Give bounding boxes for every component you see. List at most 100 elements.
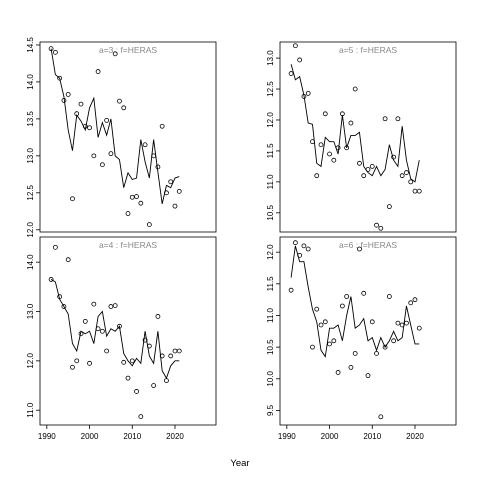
x-tick-label: 2020 bbox=[406, 432, 424, 441]
point bbox=[134, 194, 139, 199]
point bbox=[288, 287, 294, 293]
point bbox=[48, 46, 54, 52]
line bbox=[50, 48, 180, 205]
point bbox=[151, 153, 157, 159]
point bbox=[155, 164, 161, 170]
point bbox=[108, 151, 114, 157]
point bbox=[151, 383, 157, 388]
x-tick-label: 2010 bbox=[363, 432, 381, 441]
point bbox=[348, 120, 354, 126]
point bbox=[78, 101, 84, 107]
point bbox=[70, 364, 75, 370]
point bbox=[335, 145, 341, 151]
y-tick-label: 12.0 bbox=[26, 221, 35, 237]
point bbox=[357, 160, 362, 166]
y-tick-label: 12.0 bbox=[266, 244, 275, 260]
point bbox=[327, 341, 332, 347]
line bbox=[290, 245, 420, 358]
point bbox=[146, 343, 152, 349]
point bbox=[365, 373, 371, 379]
point bbox=[121, 105, 127, 111]
point bbox=[164, 378, 169, 383]
point bbox=[117, 323, 122, 329]
point bbox=[386, 294, 392, 299]
point bbox=[416, 188, 422, 194]
point bbox=[408, 300, 414, 306]
point bbox=[352, 351, 358, 356]
point bbox=[399, 173, 405, 179]
y-tick-label: 14.0 bbox=[26, 74, 35, 90]
point bbox=[374, 351, 379, 356]
x-tick-label: 2000 bbox=[81, 432, 99, 441]
point bbox=[301, 243, 307, 249]
point bbox=[87, 360, 92, 366]
point bbox=[408, 179, 414, 185]
point bbox=[335, 370, 341, 375]
point bbox=[288, 71, 294, 76]
point bbox=[125, 375, 131, 381]
point bbox=[95, 326, 101, 332]
point bbox=[369, 163, 375, 169]
y-tick-label: 12.5 bbox=[26, 184, 35, 200]
point bbox=[348, 364, 354, 370]
point bbox=[305, 246, 311, 252]
y-tick-label: 14.5 bbox=[26, 37, 35, 53]
plot-frame bbox=[39, 236, 217, 426]
point bbox=[57, 294, 63, 300]
point bbox=[391, 338, 397, 344]
point bbox=[297, 252, 303, 258]
point bbox=[310, 139, 315, 145]
point bbox=[48, 277, 54, 282]
line bbox=[290, 64, 420, 183]
point bbox=[339, 111, 345, 117]
point bbox=[357, 246, 362, 252]
point bbox=[172, 348, 178, 354]
y-tick-label: 11.5 bbox=[266, 276, 275, 292]
point bbox=[382, 344, 388, 350]
point bbox=[365, 167, 371, 172]
point bbox=[172, 203, 178, 209]
point bbox=[108, 304, 114, 309]
point bbox=[292, 43, 298, 49]
plot-frame bbox=[279, 41, 457, 233]
point bbox=[176, 348, 182, 354]
panel-title: a=6 : f=HERAS bbox=[339, 240, 397, 250]
point bbox=[129, 194, 135, 200]
y-tick-label: 12.5 bbox=[266, 81, 275, 97]
y-tick-label: 14.0 bbox=[26, 254, 35, 270]
point bbox=[138, 200, 144, 206]
point bbox=[138, 414, 144, 420]
y-tick-label: 12.0 bbox=[266, 112, 275, 128]
point bbox=[121, 359, 127, 365]
y-tick-label: 13.0 bbox=[266, 50, 275, 66]
point bbox=[310, 344, 315, 350]
point bbox=[176, 188, 182, 194]
point bbox=[155, 314, 161, 319]
point bbox=[134, 389, 139, 394]
x-tick-label: 1990 bbox=[278, 432, 296, 441]
point bbox=[416, 325, 422, 331]
point bbox=[52, 244, 58, 250]
point bbox=[322, 111, 328, 117]
point bbox=[314, 306, 320, 312]
point bbox=[129, 358, 135, 364]
y-tick-label: 11.0 bbox=[266, 174, 275, 190]
point bbox=[305, 90, 311, 96]
point bbox=[57, 75, 63, 81]
point bbox=[112, 303, 118, 308]
x-tick-label: 2010 bbox=[123, 432, 141, 441]
point bbox=[91, 301, 97, 307]
point bbox=[297, 57, 303, 63]
point bbox=[99, 162, 105, 168]
y-tick-label: 11.0 bbox=[26, 402, 35, 418]
y-tick-label: 13.0 bbox=[26, 303, 35, 319]
point bbox=[301, 94, 307, 99]
y-tick-label: 13.5 bbox=[26, 111, 35, 127]
point bbox=[142, 142, 148, 148]
point bbox=[65, 257, 71, 263]
point bbox=[412, 188, 418, 194]
point bbox=[318, 142, 324, 148]
point bbox=[168, 179, 174, 185]
point bbox=[344, 294, 350, 299]
